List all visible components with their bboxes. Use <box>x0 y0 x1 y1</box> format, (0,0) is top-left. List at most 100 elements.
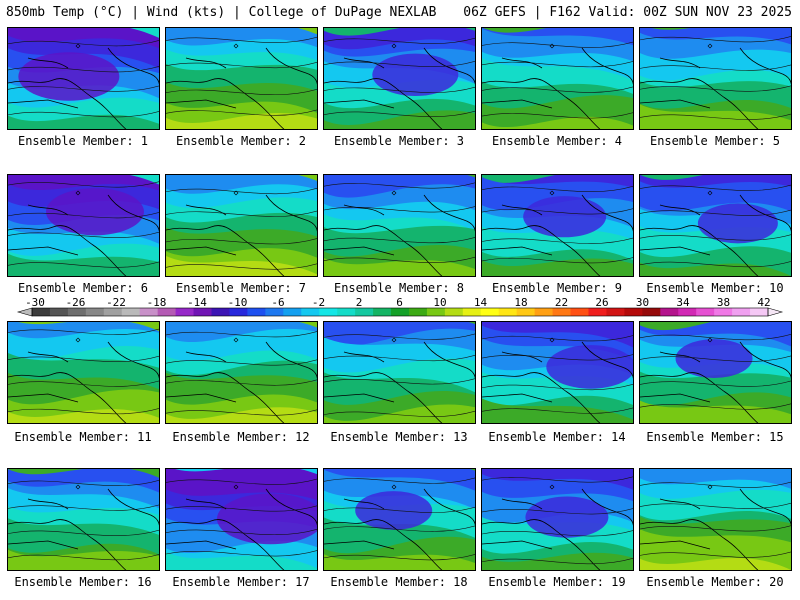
colorbar-swatch <box>624 308 643 316</box>
member-caption: Ensemble Member: 7 <box>175 281 307 295</box>
ensemble-member-map <box>323 468 476 571</box>
member-caption: Ensemble Member: 11 <box>14 430 152 444</box>
colorbar-swatch <box>103 308 123 316</box>
member-caption: Ensemble Member: 3 <box>333 134 465 148</box>
ensemble-member-map <box>323 174 476 277</box>
colorbar-swatch <box>516 308 536 316</box>
ensemble-member-map <box>7 27 160 130</box>
colorbar-swatch <box>462 308 482 316</box>
colorbar-swatch <box>588 308 607 316</box>
colorbar-swatch <box>660 308 679 316</box>
chart-title: 850mb Temp (°C) | Wind (kts) | College o… <box>6 5 437 20</box>
colorbar-swatch <box>229 308 248 316</box>
member-caption: Ensemble Member: 1 <box>17 134 149 148</box>
colorbar-swatch <box>139 308 159 316</box>
colorbar-min-arrow <box>16 307 33 317</box>
colorbar-swatch <box>642 308 661 316</box>
ensemble-member-map <box>323 27 476 130</box>
ensemble-member-map <box>639 321 792 424</box>
member-caption: Ensemble Member: 2 <box>175 134 307 148</box>
ensemble-member-map <box>7 468 160 571</box>
ensemble-member-map <box>639 27 792 130</box>
ensemble-member-map <box>639 468 792 571</box>
ensemble-member-map <box>165 174 318 277</box>
ensemble-member-map <box>165 468 318 571</box>
ensemble-member-map <box>7 321 160 424</box>
member-caption: Ensemble Member: 19 <box>488 575 626 589</box>
colorbar-swatch <box>426 308 446 316</box>
colorbar-tick-label: 18 <box>514 296 527 309</box>
member-caption: Ensemble Member: 8 <box>333 281 465 295</box>
member-caption: Ensemble Member: 4 <box>491 134 623 148</box>
colorbar-swatch <box>696 308 715 316</box>
ensemble-member-map <box>481 321 634 424</box>
colorbar-swatch <box>570 308 589 316</box>
colorbar-swatch <box>391 308 410 316</box>
ensemble-member-map <box>481 27 634 130</box>
colorbar-tick-label: 14 <box>474 296 488 309</box>
colorbar-swatch <box>534 308 554 316</box>
colorbar-swatch <box>355 308 374 316</box>
member-caption: Ensemble Member: 13 <box>330 430 468 444</box>
colorbar-swatch <box>714 308 733 316</box>
colorbar-swatch <box>678 308 697 316</box>
member-caption: Ensemble Member: 20 <box>646 575 784 589</box>
colorbar-tick-label: -6 <box>271 296 284 309</box>
ensemble-member-map <box>639 174 792 277</box>
colorbar-tick-label: -30 <box>25 296 45 309</box>
colorbar-tick-label: -18 <box>147 296 167 309</box>
colorbar-tick-label: 22 <box>555 296 568 309</box>
ensemble-member-map <box>481 468 634 571</box>
colorbar-max-arrow <box>767 307 784 317</box>
colorbar-swatch <box>283 308 302 316</box>
colorbar-swatch <box>732 308 751 316</box>
colorbar-tick-label: 34 <box>676 296 690 309</box>
colorbar-swatch <box>301 308 320 316</box>
ensemble-member-map <box>165 321 318 424</box>
colorbar-swatch <box>32 308 51 316</box>
member-caption: Ensemble Member: 10 <box>646 281 784 295</box>
member-caption: Ensemble Member: 12 <box>172 430 310 444</box>
colorbar-tick-label: 2 <box>356 296 363 309</box>
colorbar-swatch <box>85 308 105 316</box>
colorbar-swatch <box>247 308 266 316</box>
colorbar-swatch <box>319 308 338 316</box>
colorbar-tick-label: 26 <box>595 296 608 309</box>
colorbar-swatch <box>337 308 356 316</box>
run-valid-time: 06Z GEFS | F162 Valid: 00Z SUN NOV 23 20… <box>463 5 792 20</box>
colorbar-swatch <box>373 308 392 316</box>
colorbar-tick-label: -22 <box>106 296 126 309</box>
colorbar-swatch <box>552 308 572 316</box>
member-caption: Ensemble Member: 16 <box>14 575 152 589</box>
member-caption: Ensemble Member: 15 <box>646 430 784 444</box>
temperature-colorbar: -30 -26 -22 -18 -14 -10 -6 -2 2 6 10 14 18 22 26 30 34 38… <box>16 296 784 317</box>
colorbar-tick-label: -14 <box>187 296 207 309</box>
colorbar-swatch <box>606 308 625 316</box>
colorbar-tick-label: 42 <box>757 296 770 309</box>
colorbar-tick-label: -2 <box>312 296 325 309</box>
colorbar-tick-label: 30 <box>636 296 649 309</box>
colorbar-swatch <box>193 308 213 316</box>
member-caption: Ensemble Member: 6 <box>17 281 149 295</box>
colorbar-swatch <box>157 308 177 316</box>
member-caption: Ensemble Member: 17 <box>172 575 310 589</box>
member-caption: Ensemble Member: 9 <box>491 281 623 295</box>
colorbar-swatch <box>121 308 141 316</box>
member-caption: Ensemble Member: 14 <box>488 430 626 444</box>
ensemble-member-map <box>7 174 160 277</box>
colorbar-swatch <box>175 308 195 316</box>
colorbar-tick-label: -26 <box>66 296 86 309</box>
colorbar-tick-label: 38 <box>717 296 730 309</box>
colorbar-swatch <box>67 308 87 316</box>
colorbar-tick-label: -10 <box>228 296 248 309</box>
colorbar-swatch <box>498 308 518 316</box>
ensemble-member-map <box>481 174 634 277</box>
colorbar-swatch <box>444 308 464 316</box>
ensemble-member-map <box>323 321 476 424</box>
member-caption: Ensemble Member: 5 <box>649 134 781 148</box>
colorbar-swatch <box>211 308 230 316</box>
colorbar-swatch <box>750 308 769 316</box>
colorbar-swatch <box>49 308 69 316</box>
member-caption: Ensemble Member: 18 <box>330 575 468 589</box>
colorbar-tick-label: 6 <box>396 296 403 309</box>
